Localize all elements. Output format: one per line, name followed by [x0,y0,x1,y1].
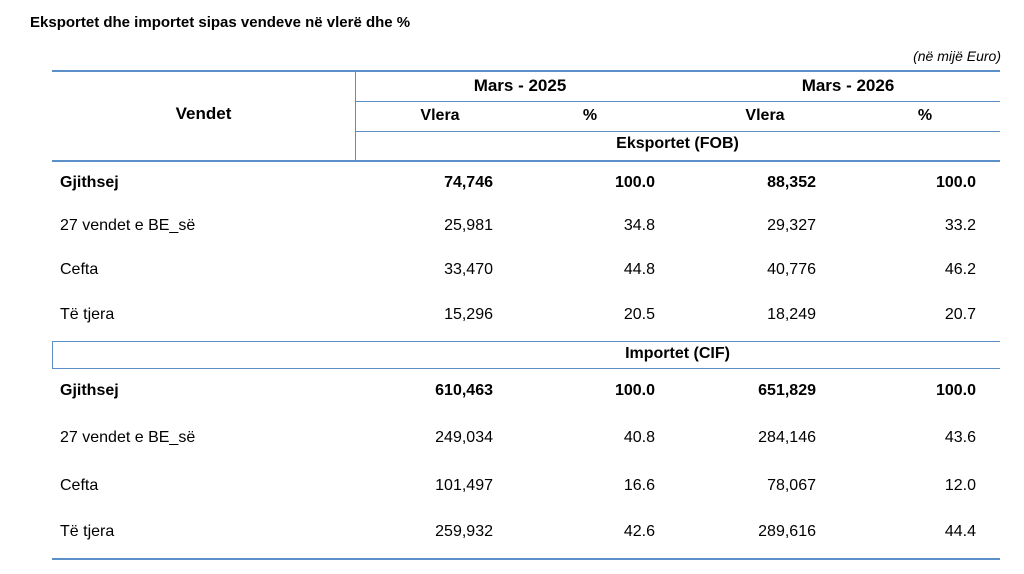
row-pct-2025: 16.6 [623,477,655,494]
header-divider [355,70,356,160]
page-title: Eksportet dhe importet sipas vendeve në … [30,14,411,31]
row-name: 27 vendet e BE_së [60,429,196,446]
row-value-2026: 40,776 [767,261,816,278]
row-pct-2026: 33.2 [944,217,976,234]
header-bottom-rule [52,160,1000,162]
table-top-rule [52,70,1000,72]
imports-label-left-edge [52,341,53,369]
unit-note: (në mijë Euro) [913,48,1001,64]
row-pct-2025: 42.6 [623,523,655,540]
row-value-2026: 284,146 [758,429,816,446]
row-value-2025: 25,981 [444,217,493,234]
row-pct-2025: 40.8 [623,429,655,446]
row-name: Të tjera [60,523,115,540]
row-value-2025: 249,034 [435,429,493,446]
row-pct-2026: 46.2 [944,261,976,278]
row-pct-2026: 100.0 [935,174,976,191]
row-pct-2025: 44.8 [623,261,655,278]
section-label-exports: Eksportet (FOB) [616,135,739,152]
row-name: Të tjera [60,306,115,323]
row-value-2025: 610,463 [435,382,493,399]
period-rule [355,101,1000,102]
row-name: Gjithsej [60,174,119,191]
header-period-2: Mars - 2026 [801,76,895,95]
row-value-2026: 29,327 [767,217,816,234]
row-pct-2026: 100.0 [935,382,976,399]
row-pct-2026: 44.4 [944,523,976,540]
row-name: 27 vendet e BE_së [60,217,196,234]
header-period-1: Mars - 2025 [473,76,567,95]
row-name: Cefta [60,261,99,278]
row-value-2026: 651,829 [758,382,816,399]
section-label-imports: Importet (CIF) [625,345,730,362]
row-pct-2026: 20.7 [944,306,976,323]
row-value-2025: 33,470 [444,261,493,278]
exports-bottom-rule [52,341,1000,342]
row-pct-2025: 100.0 [614,174,655,191]
row-pct-2026: 43.6 [944,429,976,446]
row-value-2026: 289,616 [758,523,816,540]
row-value-2026: 78,067 [767,477,816,494]
row-pct-2026: 12.0 [944,477,976,494]
table-bottom-rule [52,558,1000,560]
row-pct-2025: 34.8 [623,217,655,234]
header-pct-2: % [917,107,933,124]
header-vendet: Vendet [175,104,232,123]
row-value-2025: 101,497 [435,477,493,494]
row-pct-2025: 100.0 [614,382,655,399]
subheader-rule [355,131,1000,132]
header-pct-1: % [582,107,598,124]
row-value-2025: 259,932 [435,523,493,540]
header-vlera-1: Vlera [420,107,460,124]
row-name: Cefta [60,477,99,494]
row-pct-2025: 20.5 [623,306,655,323]
row-value-2025: 74,746 [444,174,493,191]
header-vlera-2: Vlera [745,107,785,124]
imports-label-rule [52,368,1000,369]
row-value-2026: 18,249 [767,306,816,323]
row-value-2025: 15,296 [444,306,493,323]
row-value-2026: 88,352 [767,174,816,191]
row-name: Gjithsej [60,382,119,399]
